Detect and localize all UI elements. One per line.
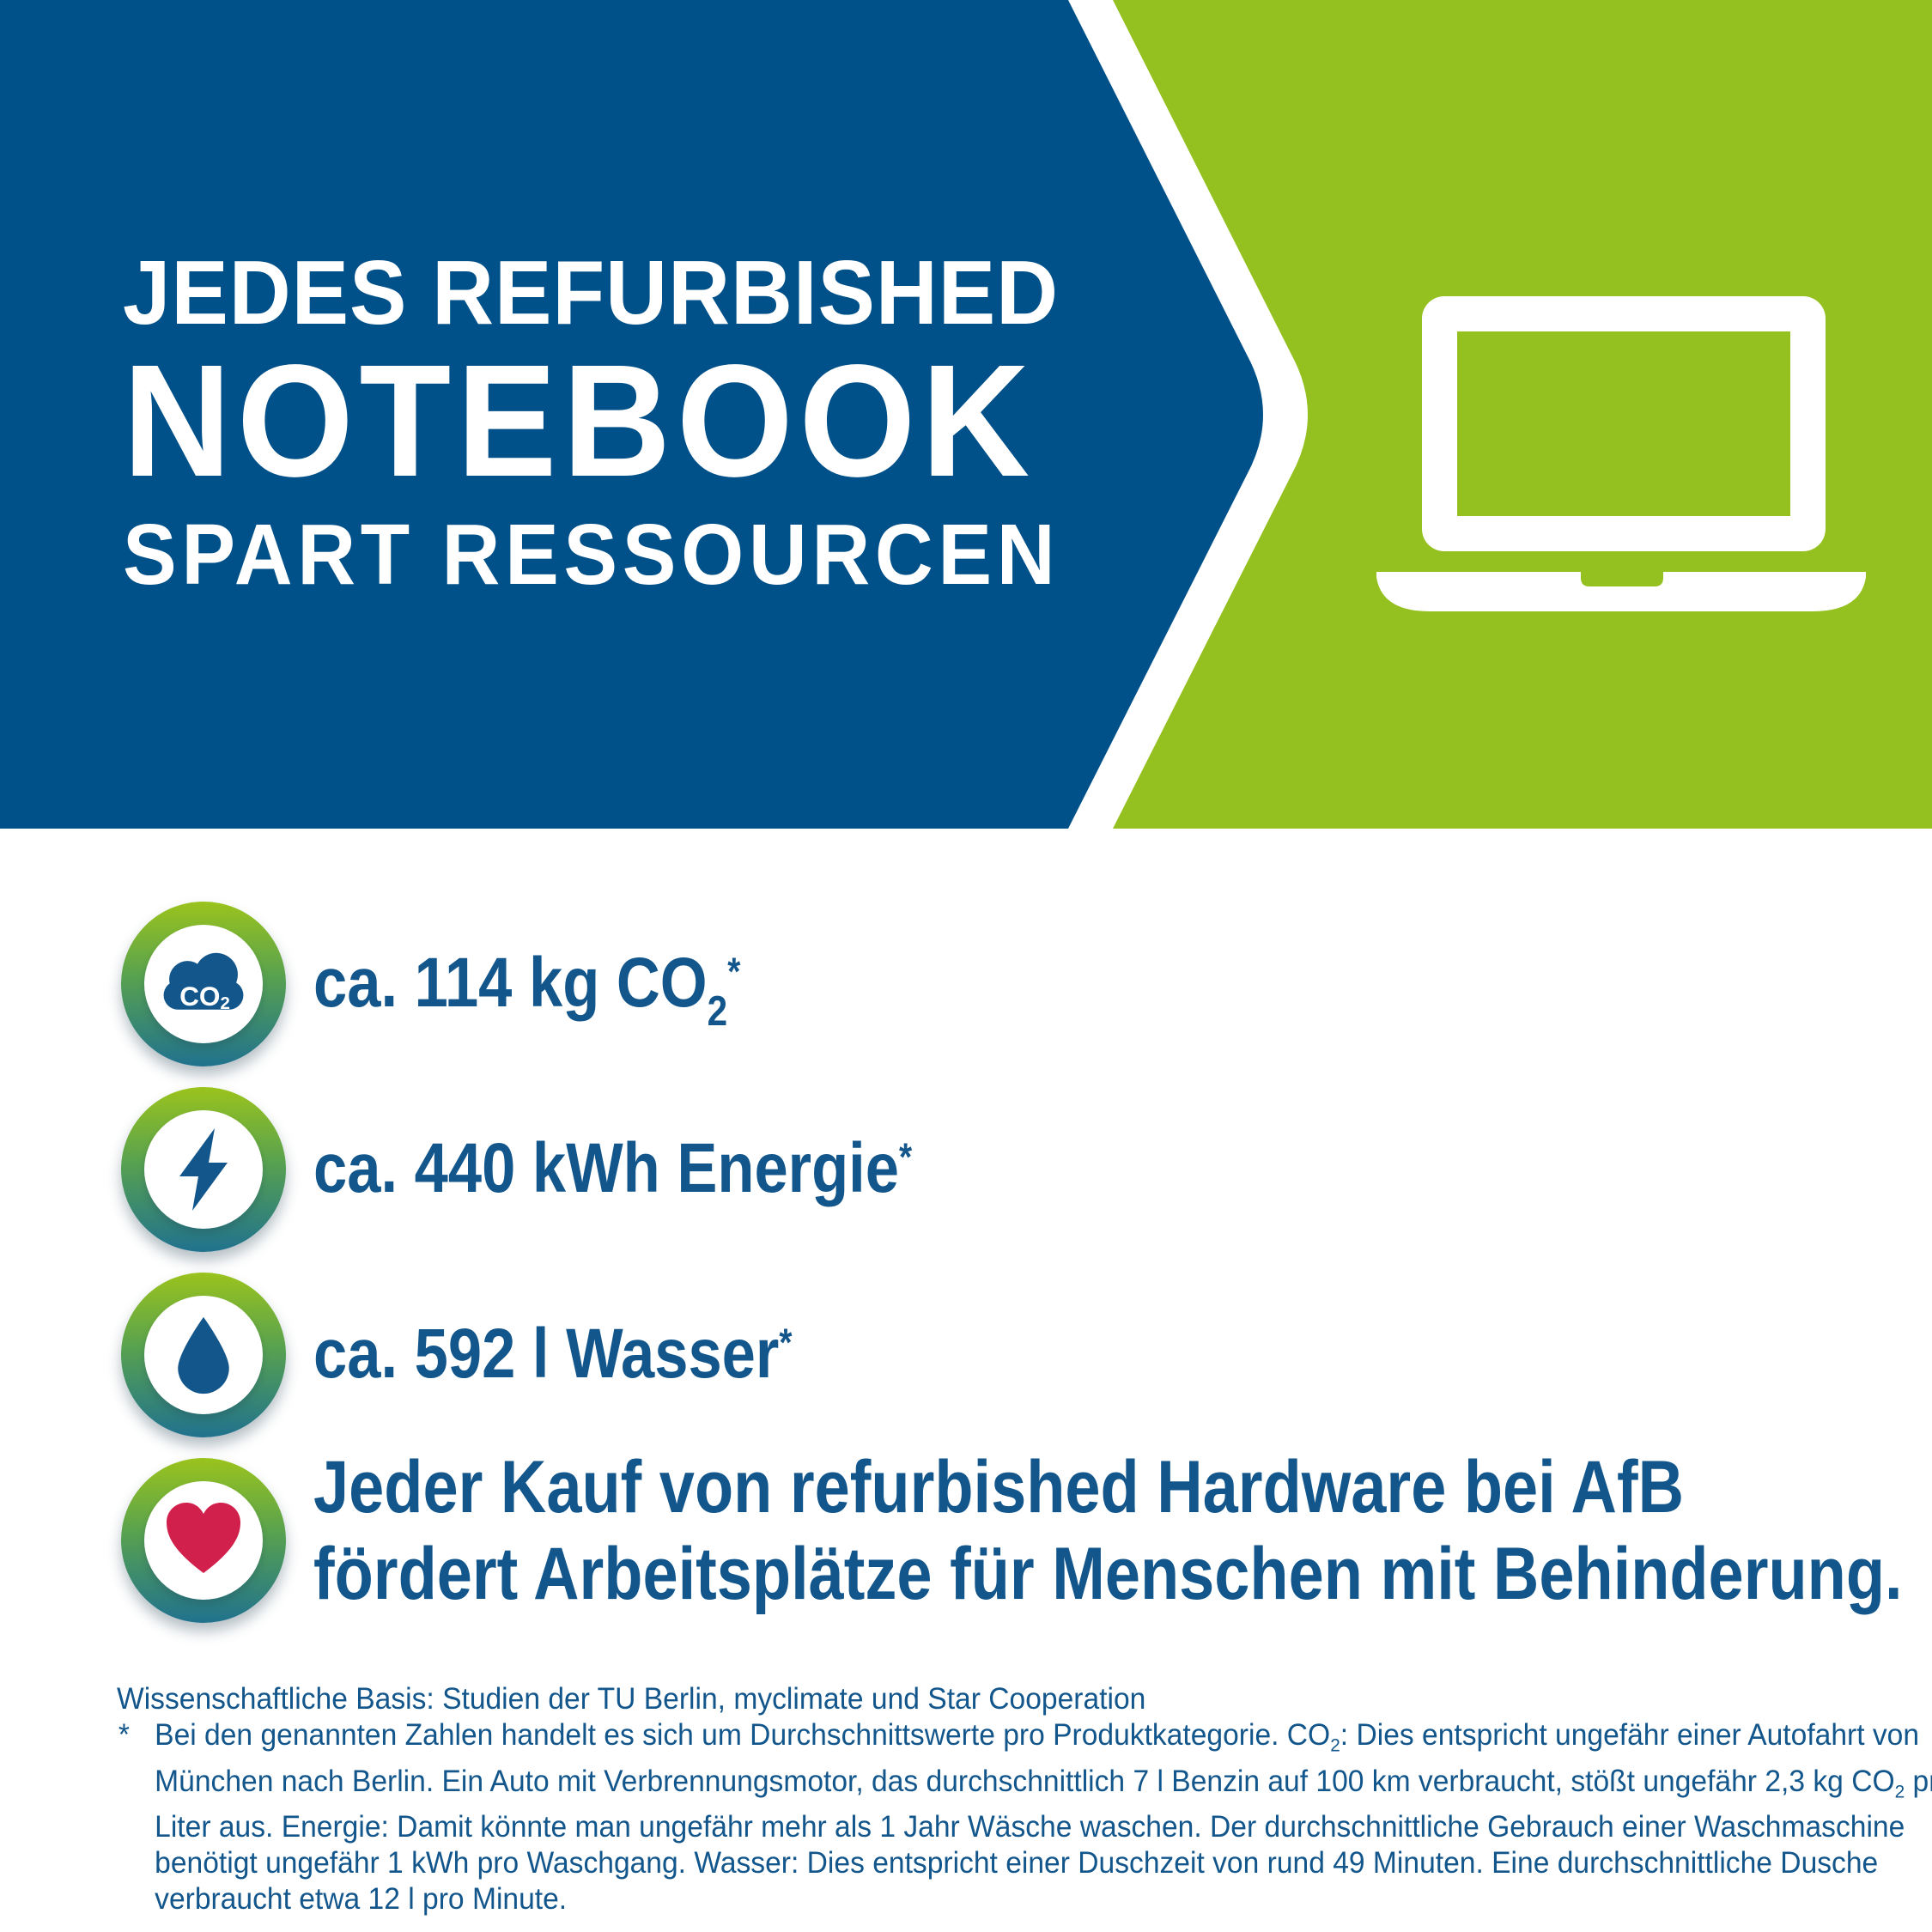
footnote-line: München nach Berlin. Ein Auto mit Verbre… bbox=[155, 1764, 1932, 1802]
footnote-line: Liter aus. Energie: Damit könnte man ung… bbox=[155, 1810, 1905, 1844]
superscript-asterisk: * bbox=[898, 1135, 913, 1180]
footnote-line: benötigt ungefähr 1 kWh pro Waschgang. W… bbox=[155, 1846, 1879, 1880]
footnote-body: * Bei den genannten Zahlen handelt es sic… bbox=[117, 1717, 1932, 1917]
water-stat-value: ca. 592 l Wasser* bbox=[313, 1315, 793, 1393]
lightning-icon bbox=[179, 1128, 228, 1211]
social-badge bbox=[121, 1458, 286, 1623]
social-statement-line1: Jeder Kauf von refurbished Hardware bei … bbox=[313, 1446, 1684, 1528]
subscript: 2 bbox=[707, 987, 728, 1036]
banner-title-line3: SPART RESSOURCEN bbox=[123, 507, 1060, 603]
social-statement-line2: fördert Arbeitsplätze für Menschen mit B… bbox=[313, 1533, 1903, 1615]
superscript-asterisk: * bbox=[779, 1321, 793, 1365]
co2-badge: CO2 bbox=[121, 902, 286, 1066]
banner-blue-arrow bbox=[0, 0, 1263, 829]
co2-cloud-icon: CO2 bbox=[163, 952, 244, 1013]
social-statement: Jeder Kauf von refurbished Hardware bei … bbox=[313, 1444, 1903, 1618]
footnote-source-line: Wissenschaftliche Basis: Studien der TU … bbox=[117, 1682, 1146, 1716]
footnote-line: verbraucht etwa 12 l pro Minute. bbox=[155, 1882, 568, 1917]
banner-title-line2: NOTEBOOK bbox=[123, 332, 1036, 510]
energy-stat-value: ca. 440 kWh Energie* bbox=[313, 1129, 913, 1207]
laptop-icon bbox=[1376, 296, 1866, 611]
water-drop-icon bbox=[178, 1316, 229, 1394]
heart-icon bbox=[167, 1503, 240, 1573]
energy-badge bbox=[121, 1087, 286, 1252]
footnote-asterisk-marker: * bbox=[118, 1718, 130, 1752]
footnote-line: * Bei den genannten Zahlen handelt es sic… bbox=[118, 1718, 1920, 1756]
subscript: 2 bbox=[1330, 1734, 1340, 1756]
superscript-asterisk: * bbox=[727, 950, 741, 994]
banner-graphic bbox=[0, 0, 1932, 829]
footnote: Wissenschaftliche Basis: Studien der TU … bbox=[117, 1681, 1932, 1917]
co2-stat-value: ca. 114 kg CO2* bbox=[313, 944, 741, 1036]
subscript: 2 bbox=[1894, 1780, 1905, 1802]
banner-title-line1: JEDES REFURBISHED bbox=[123, 242, 1060, 343]
water-badge bbox=[121, 1273, 286, 1437]
